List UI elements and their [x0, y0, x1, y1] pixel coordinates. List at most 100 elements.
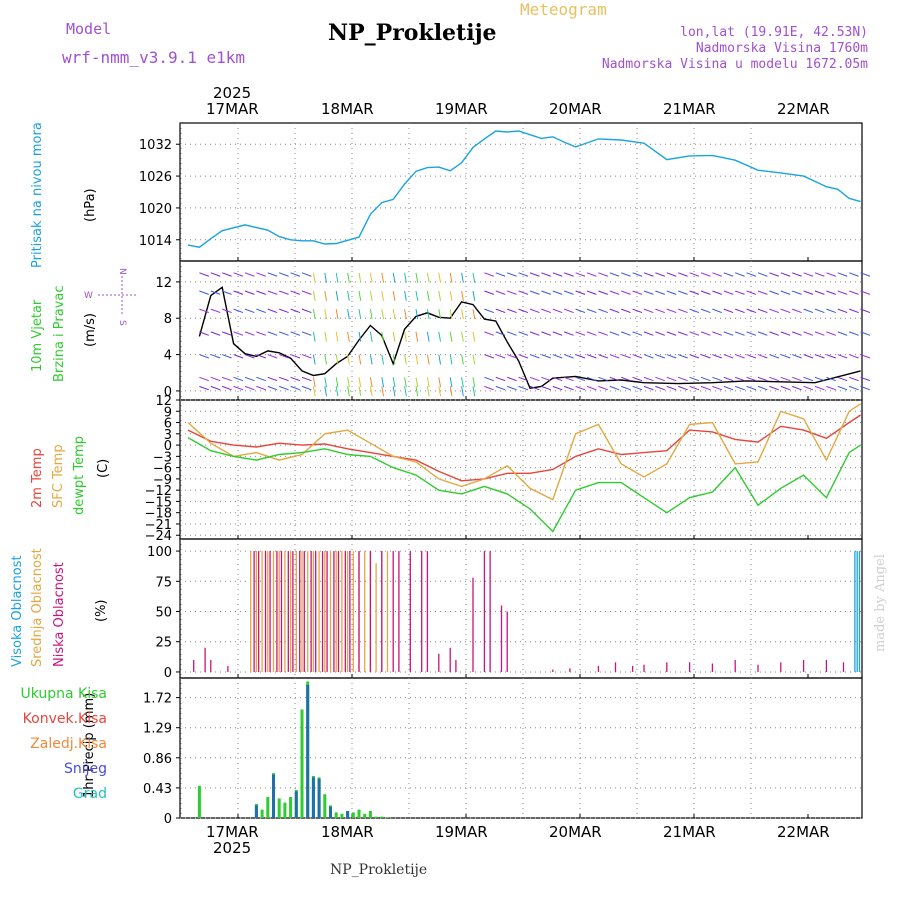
wind-barb [529, 385, 540, 391]
wind-barb [529, 354, 540, 359]
wind-barb [347, 272, 350, 283]
wind-barb [700, 385, 711, 391]
y-tick-label: 0 [164, 812, 172, 827]
wind-barb [849, 385, 859, 391]
wind-barb [712, 376, 722, 382]
legend-total-rain: Ukupna Kisa [20, 686, 107, 702]
wind-barb [586, 354, 597, 359]
wind-barb [689, 290, 700, 295]
wind-barb [233, 354, 244, 359]
wind-barb [564, 376, 574, 382]
wind-barb [757, 272, 768, 277]
wind-barb [643, 354, 654, 359]
wind-barb [507, 308, 517, 314]
wind-barb [415, 272, 419, 283]
wind-barb [757, 331, 768, 336]
wind-barb [678, 385, 688, 391]
wind-barb [780, 308, 791, 314]
panel-4: 0 0.43 0.86 1.29 1.72 [143, 677, 863, 827]
wind-ylabel-1: 10m Vjetar [30, 299, 45, 372]
y-tick-label: −18 [145, 507, 172, 522]
wind-barb [712, 290, 722, 295]
wind-barb [267, 308, 278, 314]
wind-barb [222, 308, 232, 314]
wind-compass: N W E S [84, 268, 138, 326]
legend-freezing-rain: Zaledj.Kisa [30, 736, 107, 752]
wind-barb [256, 290, 266, 295]
wind-barb [849, 376, 859, 382]
wind-barb [438, 309, 442, 320]
location-coords: lon,lat (19.91E, 42.53N) [680, 25, 868, 40]
y-tick-label: 1.29 [143, 722, 172, 737]
y-tick-label: 6 [164, 417, 172, 432]
wind-barb [643, 385, 654, 391]
wind-barb [564, 290, 574, 295]
wind-barb [575, 376, 586, 382]
wind-barb [449, 290, 453, 301]
wind-barb [735, 290, 745, 295]
wind-barb [723, 331, 734, 336]
wind-barb [199, 290, 209, 295]
series-line-sfc-temp [187, 403, 861, 501]
wind-barb [757, 308, 768, 314]
wind-barb [404, 386, 407, 397]
wind-barb [404, 377, 407, 388]
wind-barb [461, 386, 464, 397]
wind-barb [529, 290, 540, 295]
wind-barb [860, 385, 871, 391]
wind-barb [735, 376, 745, 382]
wind-barb [222, 290, 232, 295]
wind-barb [837, 290, 848, 295]
wind-barb [586, 308, 597, 314]
wind-barb [324, 354, 328, 365]
wind-barb [860, 290, 871, 295]
wind-barb [769, 385, 779, 391]
y-tick-label: −24 [145, 529, 172, 544]
wind-barb [279, 272, 289, 277]
wind-barb [746, 385, 757, 391]
wind-barb [279, 354, 289, 359]
y-tick-label: −21 [145, 518, 172, 533]
wind-barb [586, 290, 597, 295]
wind-barb [712, 354, 722, 359]
wind-barb [312, 290, 316, 301]
wind-barb [335, 377, 339, 388]
wind-ylabel-2: Brzina i Pravac [52, 285, 67, 382]
y-tick-label: 1026 [139, 170, 172, 185]
wind-barb [541, 308, 551, 314]
wind-barb [210, 376, 221, 382]
wind-barb [598, 272, 608, 277]
wind-barb [507, 272, 517, 277]
wind-barb [792, 376, 802, 382]
wind-barb [792, 354, 802, 359]
wind-barb [712, 308, 722, 314]
wind-barb [392, 354, 396, 365]
wind-barb [449, 309, 453, 320]
wind-barb [757, 376, 768, 382]
wind-barb [507, 331, 517, 336]
wind-barb [244, 376, 255, 382]
wind-barb [609, 272, 620, 277]
wind-barb [621, 354, 631, 359]
wind-barb [358, 309, 362, 320]
wind-barb [769, 308, 779, 314]
wind-barb [199, 308, 209, 314]
wind-barb [643, 290, 654, 295]
station-elevation: Nadmorska Visina 1760m [695, 41, 868, 56]
wind-barb [461, 331, 464, 342]
wind-barb [769, 354, 779, 359]
wind-barb [415, 386, 419, 397]
y-tick-label: 4 [164, 349, 172, 364]
wind-barb [256, 385, 266, 391]
wind-barb [849, 308, 859, 314]
y-tick-label: 1020 [139, 202, 172, 217]
wind-barb [358, 290, 362, 301]
wind-barb [860, 331, 871, 336]
wind-barb [849, 354, 859, 359]
wind-barb [609, 331, 620, 336]
wind-barb [552, 376, 563, 382]
wind-barb [335, 354, 339, 365]
wind-barb [575, 290, 586, 295]
wind-barb [700, 376, 711, 382]
panel-frame [179, 122, 863, 262]
